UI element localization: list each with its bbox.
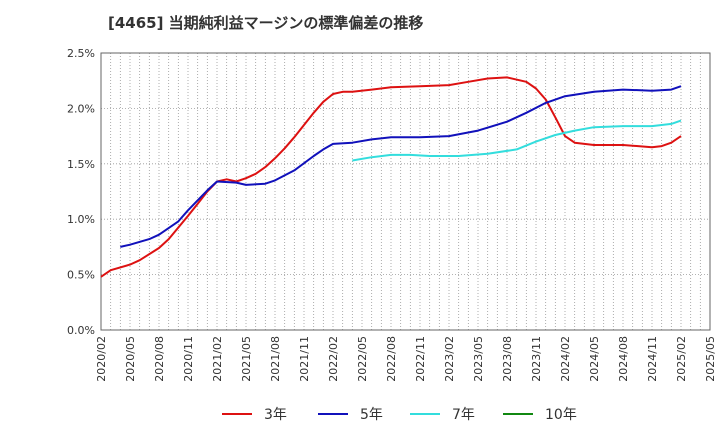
x-axis-ticks: 2020/02 2020/05 2020/08 2020/11 2021/02 2021/…: [95, 336, 717, 382]
x-tick-label: 2020/05: [124, 336, 137, 382]
x-tick-label: 2020/02: [95, 336, 108, 382]
y-tick-label: 2.5%: [67, 47, 95, 60]
legend: 3年 5年 7年 10年: [222, 407, 577, 423]
x-tick-label: 2022/05: [356, 336, 369, 382]
series-line-7年: [352, 119, 682, 162]
y-tick-label: 1.5%: [67, 158, 95, 171]
series-line-3年: [100, 76, 682, 278]
series-line-5年: [120, 85, 682, 248]
x-tick-label: 2021/08: [269, 336, 282, 382]
x-tick-label: 2022/08: [385, 336, 398, 382]
plot-area: [100, 52, 711, 331]
x-tick-label: 2023/11: [530, 336, 543, 382]
x-tick-label: 2024/08: [617, 336, 630, 382]
chart-title: [4465] 当期純利益マージンの標準偏差の推移: [108, 14, 424, 32]
x-tick-label: 2023/08: [501, 336, 514, 382]
x-tick-label: 2024/02: [559, 336, 572, 382]
y-axis-ticks: 0.0% 0.5% 1.0% 1.5% 2.0% 2.5%: [67, 47, 95, 337]
x-tick-label: 2025/02: [675, 336, 688, 382]
x-tick-label: 2020/11: [182, 336, 195, 382]
x-tick-label: 2022/11: [414, 336, 427, 382]
x-tick-label: 2024/11: [646, 336, 659, 382]
legend-label: 5年: [360, 407, 383, 423]
x-tick-label: 2021/05: [240, 336, 253, 382]
series-lines: [100, 76, 682, 278]
x-tick-label: 2021/11: [298, 336, 311, 382]
y-tick-label: 0.0%: [67, 324, 95, 337]
x-tick-label: 2023/05: [472, 336, 485, 382]
legend-label: 7年: [452, 407, 475, 423]
y-tick-label: 1.0%: [67, 213, 95, 226]
x-tick-label: 2023/02: [443, 336, 456, 382]
x-tick-label: 2025/05: [704, 336, 717, 382]
x-tick-label: 2020/08: [153, 336, 166, 382]
y-tick-label: 2.0%: [67, 102, 95, 115]
legend-label: 10年: [545, 407, 577, 423]
x-tick-label: 2022/02: [327, 336, 340, 382]
x-tick-label: 2021/02: [211, 336, 224, 382]
x-tick-label: 2024/05: [588, 336, 601, 382]
y-tick-label: 0.5%: [67, 269, 95, 282]
grid-lines: [101, 53, 710, 330]
legend-label: 3年: [264, 407, 287, 423]
